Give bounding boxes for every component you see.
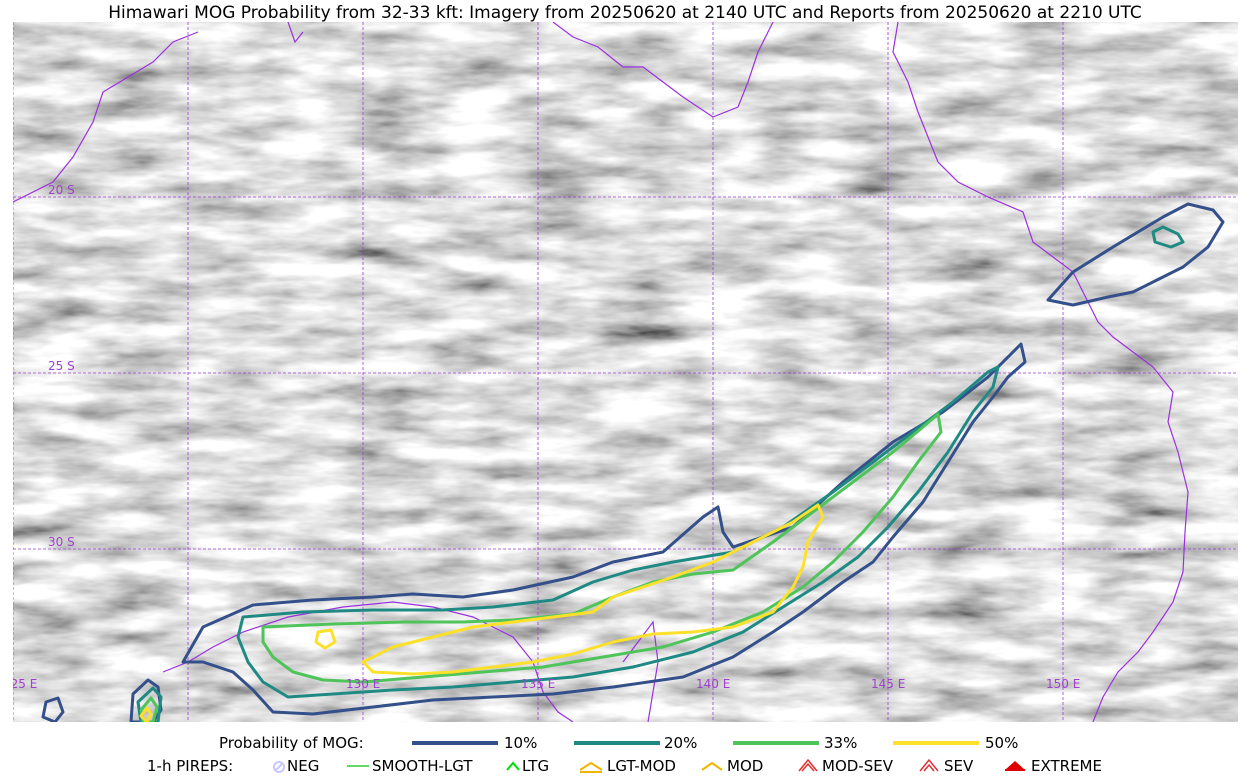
lgt-mod-icon [579,761,603,773]
pirep-label-mod: MOD [727,757,764,775]
contour-33-main [261,412,943,684]
pirep-legend-label: 1-h PIREPS: [147,757,234,775]
contour-10-main [181,342,1027,716]
coast-gulf [622,620,659,722]
lon-label-135e: 135 E [521,677,555,691]
coast-south [162,601,574,722]
lat-label-25s: 25 S [48,359,75,373]
legend-label-20: 20% [664,734,698,752]
contour-33-southwest [139,696,159,722]
contour-20-northeast [1151,225,1185,249]
cloud-imagery [13,22,1238,722]
pirep-label-smooth-lgt: SMOOTH-LGT [372,757,473,775]
coast-joseph-bonaparte [287,22,304,44]
coast-top-end [552,22,774,118]
legend-swatch-10 [412,741,498,745]
lon-label-150e: 150 E [1046,677,1080,691]
legend-label-50: 50% [985,734,1019,752]
legend-label-10: 10% [504,734,538,752]
legend-swatch-50 [893,741,979,745]
contour-10-southwest [129,678,163,722]
contour-10-corner [41,696,65,722]
pirep-label-neg: NEG [287,757,320,775]
probability-legend: Probability of MOG: 10% 20% 33% 50% [0,732,1250,754]
coast-cape-york-queensland [892,22,1189,722]
neg-icon [273,761,285,773]
pirep-label-mod-sev: MOD-SEV [822,757,893,775]
contour-50-main [361,503,825,676]
pirep-label-sev: SEV [944,757,974,775]
contour-50-southwest [139,706,153,722]
sev-icon [919,758,939,772]
pirep-label-lgt-mod: LGT-MOD [607,757,676,775]
pirep-label-extreme: EXTREME [1031,757,1102,775]
pirep-legend: 1-h PIREPS: NEG SMOOTH-LGT LTG LGT-MOD M… [0,755,1250,777]
map-canvas: 20 S 25 S 30 S 125 E 130 E 135 E 140 E 1… [13,22,1238,722]
legend-swatch-33 [733,741,819,745]
contour-50-west [314,628,337,650]
coastlines [13,22,1189,722]
lon-label-125e: 125 E [13,677,37,691]
satellite-map[interactable]: 20 S 25 S 30 S 125 E 130 E 135 E 140 E 1… [13,22,1238,722]
lat-label-30s: 30 S [48,535,75,549]
lon-label-130e: 130 E [346,677,380,691]
contour-20-main [236,365,1000,699]
pirep-label-ltg: LTG [522,757,550,775]
lon-label-140e: 140 E [696,677,730,691]
map-title: Himawari MOG Probability from 32-33 kft:… [108,3,1142,23]
extreme-icon [1005,761,1025,771]
contour-20-southwest [136,686,163,722]
mod-icon [701,761,723,771]
graticule [13,22,1238,722]
legend-swatch-20 [574,741,660,745]
mod-sev-icon [798,758,818,772]
lat-label-20s: 20 S [48,183,75,197]
coast-kimberley [13,31,199,203]
legend-label-33: 33% [824,734,858,752]
lon-label-145e: 145 E [871,677,905,691]
mog-contours [41,202,1225,722]
probability-legend-label: Probability of MOG: [219,734,364,752]
ltg-icon [506,761,520,771]
contour-10-northeast [1046,202,1225,307]
smooth-lgt-icon [347,765,369,767]
